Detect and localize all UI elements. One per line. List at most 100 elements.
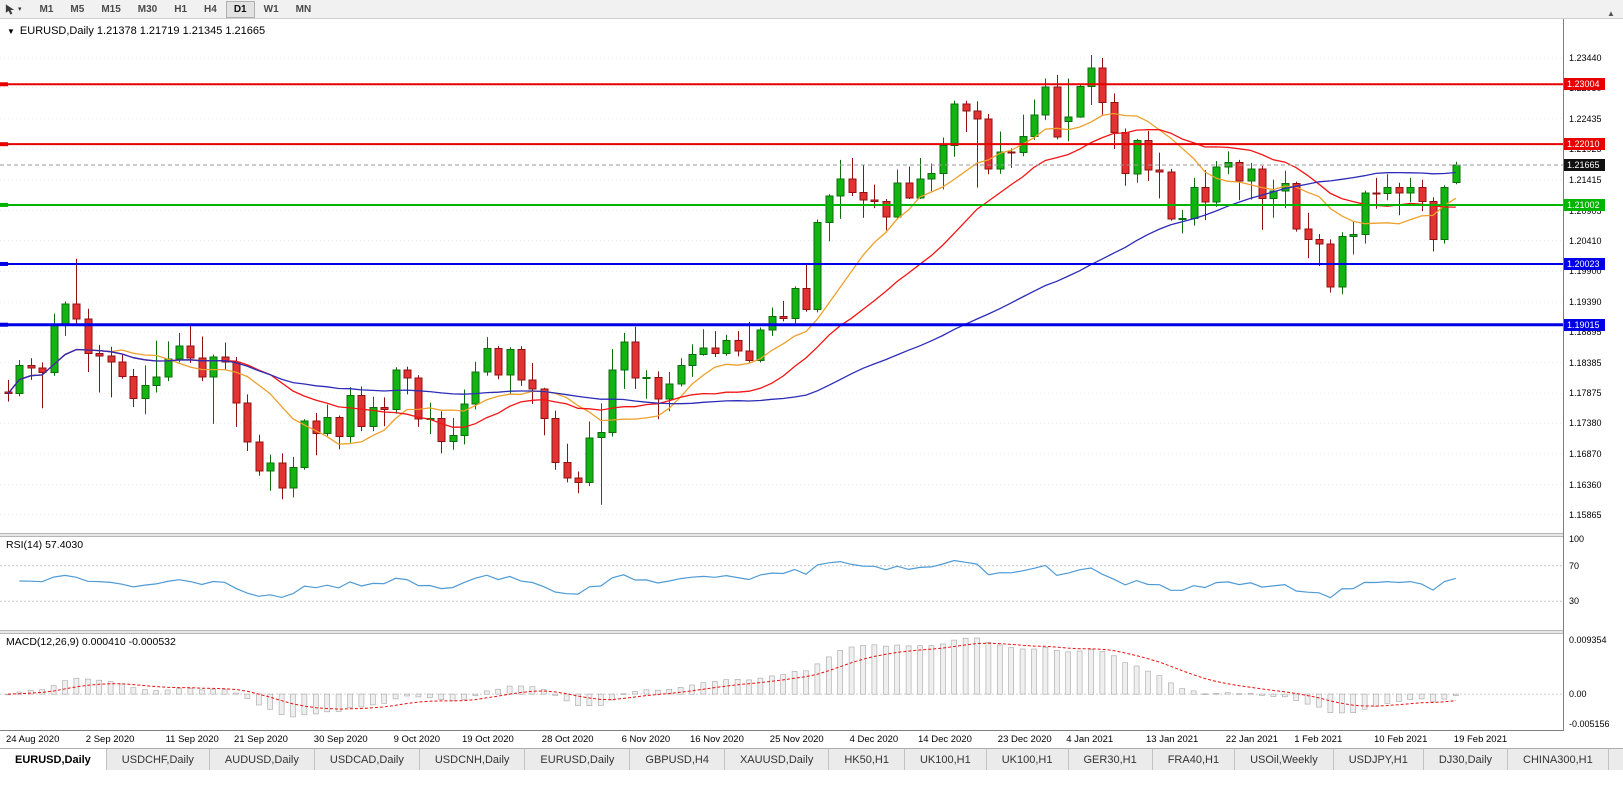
rsi-scale-tick: 30 bbox=[1569, 596, 1580, 607]
timeframe-button-mn[interactable]: MN bbox=[295, 3, 312, 15]
date-axis-label: 19 Oct 2020 bbox=[462, 734, 514, 745]
date-axis-label: 14 Dec 2020 bbox=[918, 734, 972, 745]
macd-indicator-pane[interactable] bbox=[0, 634, 1563, 730]
date-axis-label: 28 Oct 2020 bbox=[541, 734, 594, 745]
candlestick-price-chart[interactable] bbox=[0, 20, 1563, 533]
macd-signal-line bbox=[7, 642, 1456, 710]
chart-tab-ger30-h1[interactable]: GER30,H1 bbox=[1068, 749, 1153, 770]
price-level-badge: 1.19015 bbox=[1564, 318, 1605, 331]
chart-tab-uk100-h1[interactable]: UK100,H1 bbox=[904, 749, 987, 770]
line-anchor-marker bbox=[0, 261, 8, 266]
macd-scale-tick: 0.009354 bbox=[1569, 635, 1607, 646]
rsi-label: RSI(14) 57.4030 bbox=[6, 539, 84, 551]
line-anchor-marker bbox=[0, 142, 8, 147]
price-scale-tick: 1.17875 bbox=[1569, 388, 1602, 399]
timeframe-button-h4[interactable]: H4 bbox=[204, 3, 217, 15]
price-scale-tick: 1.16870 bbox=[1569, 449, 1602, 460]
chart-tab-xauusd-daily[interactable]: XAUUSD,Daily bbox=[724, 749, 830, 770]
ma-mid-line bbox=[7, 128, 1456, 428]
date-axis-label: 16 Nov 2020 bbox=[690, 734, 744, 745]
chart-tab-usdcad-daily[interactable]: USDCAD,Daily bbox=[314, 749, 420, 770]
price-scale-tick: 1.21415 bbox=[1569, 175, 1602, 186]
chart-tab-usdchf-daily[interactable]: USDCHF,Daily bbox=[106, 749, 210, 770]
date-axis-label: 30 Sep 2020 bbox=[313, 734, 368, 745]
timeframe-button-w1[interactable]: W1 bbox=[263, 3, 279, 15]
macd-scale-tick: -0.005156 bbox=[1569, 718, 1610, 729]
date-axis-label: 1 Feb 2021 bbox=[1294, 734, 1343, 745]
pane-separator[interactable] bbox=[0, 533, 1623, 537]
chart-tab-u[interactable]: U bbox=[1608, 749, 1623, 770]
date-axis-label: 2 Sep 2020 bbox=[85, 734, 135, 745]
date-axis-label: 9 Oct 2020 bbox=[393, 734, 441, 745]
price-scale-tick: 1.18895 bbox=[1569, 326, 1602, 337]
ma-slow-line bbox=[7, 171, 1456, 405]
chart-tab-eurusd-daily[interactable]: EURUSD,Daily bbox=[0, 749, 107, 770]
chart-tab-uk100-h1[interactable]: UK100,H1 bbox=[986, 749, 1069, 770]
date-axis-label: 24 Aug 2020 bbox=[6, 734, 60, 745]
date-axis-label: 11 Sep 2020 bbox=[165, 734, 219, 745]
timeframe-button-h1[interactable]: H1 bbox=[174, 3, 188, 15]
chart-tab-dj30-daily[interactable]: DJ30,Daily bbox=[1423, 749, 1509, 770]
ma-fast-line bbox=[7, 112, 1457, 445]
scale-scroll-up-icon[interactable]: ▲ bbox=[1607, 9, 1615, 18]
date-axis-label: 6 Nov 2020 bbox=[621, 734, 671, 745]
chart-tab-usdcnh-daily[interactable]: USDCNH,Daily bbox=[419, 749, 526, 770]
chart-tab-usoil-weekly[interactable]: USOil,Weekly bbox=[1235, 749, 1334, 770]
price-scale-tick: 1.19390 bbox=[1569, 297, 1602, 308]
price-scale-tick: 1.16360 bbox=[1569, 479, 1602, 490]
price-level-badge: 1.23004 bbox=[1564, 78, 1605, 91]
price-level-badge: 1.21002 bbox=[1564, 198, 1605, 211]
chart-tab-bar: EURUSD,Daily USDCHF,Daily AUDUSD,Daily USDC… bbox=[0, 748, 1623, 770]
rsi-scale-tick: 70 bbox=[1569, 560, 1580, 571]
pane-separator[interactable] bbox=[0, 630, 1623, 634]
line-anchor-marker bbox=[0, 82, 8, 87]
timeframe-button-m15[interactable]: M15 bbox=[101, 3, 121, 15]
rsi-indicator-pane[interactable] bbox=[0, 537, 1563, 630]
symbol-ohlc-text: EURUSD,Daily 1.21378 1.21719 1.21345 1.2… bbox=[19, 25, 266, 37]
date-axis-label: 19 Feb 2021 bbox=[1453, 734, 1508, 745]
chevron-down-icon[interactable]: ▾ bbox=[18, 6, 22, 13]
time-axis-line bbox=[0, 730, 1563, 731]
rsi-line bbox=[19, 559, 1456, 599]
chart-tab-usdjpy-h1[interactable]: USDJPY,H1 bbox=[1333, 749, 1424, 770]
cursor-tool-icon[interactable] bbox=[4, 3, 17, 16]
chart-tab-audusd-daily[interactable]: AUDUSD,Daily bbox=[209, 749, 315, 770]
time-axis[interactable]: 24 Aug 2020 2 Sep 2020 11 Sep 2020 21 Sep 2… bbox=[0, 730, 1563, 747]
timeframe-button-m5[interactable]: M5 bbox=[70, 3, 85, 15]
timeframe-button-m1[interactable]: M1 bbox=[39, 3, 54, 15]
chart-tab-gbpusd-h4[interactable]: GBPUSD,H4 bbox=[630, 749, 725, 770]
chart-info-line: ▼ EURUSD,Daily 1.21378 1.21719 1.21345 1… bbox=[7, 25, 265, 37]
date-axis-label: 4 Dec 2020 bbox=[849, 734, 899, 745]
date-axis-label: 21 Sep 2020 bbox=[234, 734, 288, 745]
line-anchor-marker bbox=[0, 202, 8, 207]
macd-histogram bbox=[5, 637, 1459, 718]
rsi-scale-tick: 100 bbox=[1569, 534, 1585, 544]
price-scale-tick: 1.19900 bbox=[1569, 266, 1602, 277]
price-scale-column[interactable]: 1.234401.229501.224351.219251.214151.209… bbox=[1563, 19, 1623, 731]
macd-scale-tick: 0.00 bbox=[1569, 689, 1587, 700]
timeframe-button-m30[interactable]: M30 bbox=[137, 3, 158, 15]
chart-tab-china300-h1[interactable]: CHINA300,H1 bbox=[1508, 749, 1609, 770]
price-scale-tick: 1.23440 bbox=[1569, 52, 1602, 63]
chart-tab-hk50-h1[interactable]: HK50,H1 bbox=[829, 749, 905, 770]
price-scale-tick: 1.17380 bbox=[1569, 418, 1602, 429]
candles-group bbox=[4, 55, 1461, 505]
price-scale-tick: 1.20410 bbox=[1569, 235, 1602, 246]
date-axis-label: 10 Feb 2021 bbox=[1374, 734, 1428, 745]
timeframe-buttons: M1 M5 M15 M30 H1 H4 D1 W1 MN bbox=[32, 0, 321, 18]
date-axis-label: 22 Jan 2021 bbox=[1225, 734, 1279, 745]
timeframe-toolbar: ▾ M1 M5 M15 M30 H1 H4 D1 W1 MN bbox=[0, 0, 1623, 19]
chart-menu-icon[interactable]: ▼ bbox=[7, 26, 15, 36]
chart-tab-eurusd-daily[interactable]: EURUSD,Daily bbox=[525, 749, 631, 770]
price-scale-tick: 1.18385 bbox=[1569, 357, 1602, 368]
timeframe-button-d1[interactable]: D1 bbox=[225, 0, 255, 18]
macd-label: MACD(12,26,9) 0.000410 -0.000532 bbox=[6, 636, 176, 648]
price-level-badge: 1.21665 bbox=[1564, 158, 1605, 171]
price-scale-tick: 1.15865 bbox=[1569, 509, 1602, 520]
date-axis-label: 13 Jan 2021 bbox=[1146, 734, 1199, 745]
line-anchor-marker bbox=[0, 322, 8, 327]
price-scale-tick: 1.22435 bbox=[1569, 113, 1602, 124]
chart-tab-fra40-h1[interactable]: FRA40,H1 bbox=[1152, 749, 1236, 770]
date-axis-label: 23 Dec 2020 bbox=[997, 734, 1052, 745]
